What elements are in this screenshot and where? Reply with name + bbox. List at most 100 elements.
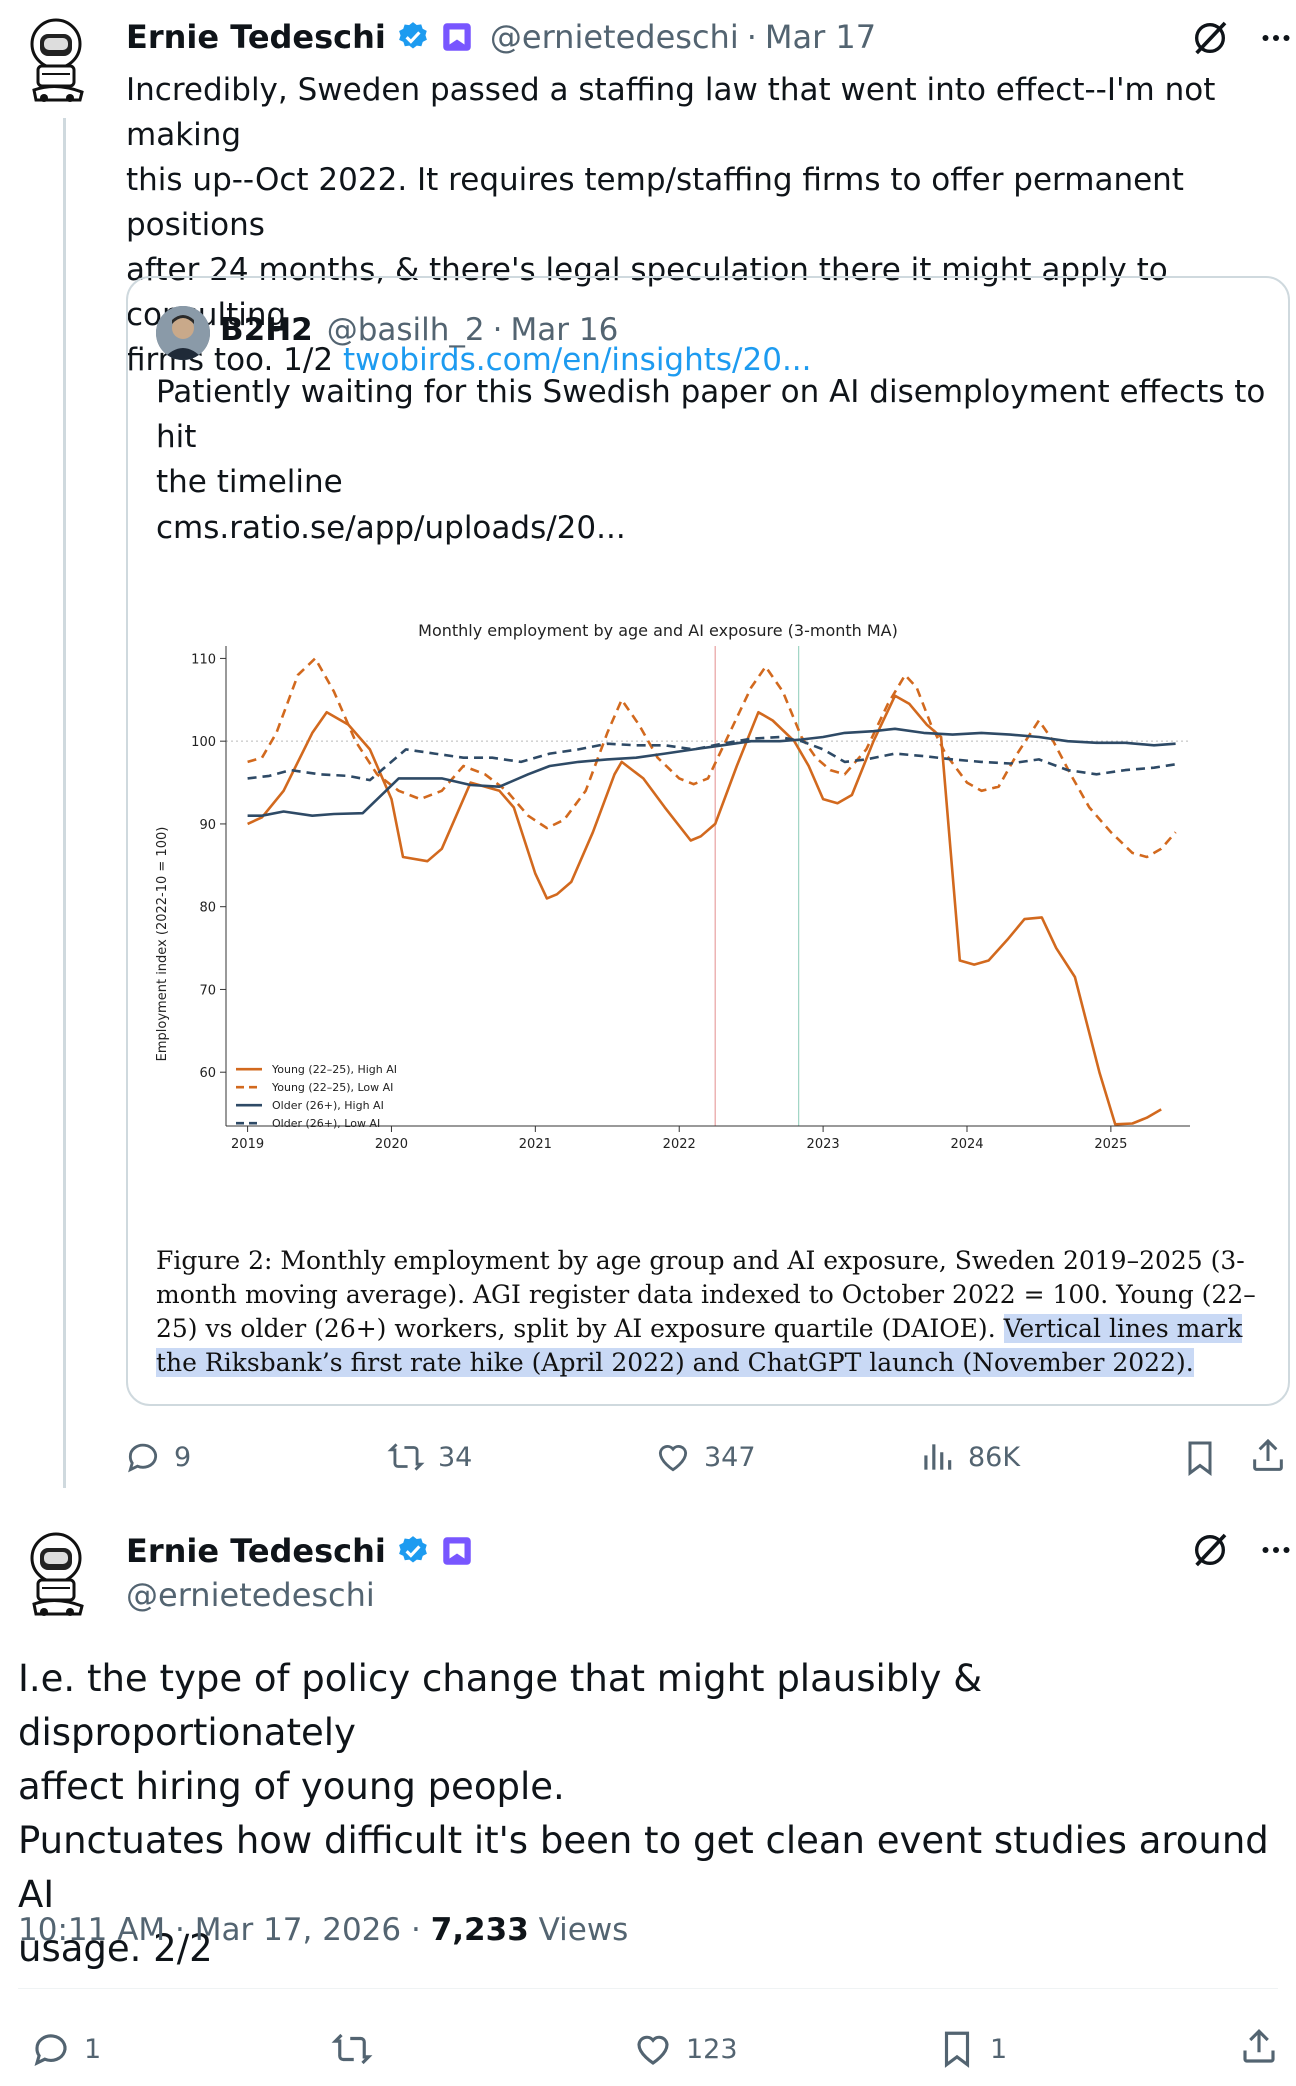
tweet-date[interactable]: Mar 17 — [764, 18, 877, 56]
legend-label: Young (22–25), High AI — [271, 1063, 397, 1076]
quote-line: Patiently waiting for this Swedish paper… — [156, 374, 1266, 455]
subscriber-icon — [443, 1537, 471, 1565]
tweet2-line: affect hiring of young people. — [18, 1765, 565, 1808]
verified-icon — [399, 22, 427, 49]
post-time[interactable]: 10:11 AM — [18, 1912, 166, 1948]
like-icon — [658, 1445, 688, 1472]
y-tick-label: 80 — [199, 901, 216, 916]
grok-icon[interactable] — [1190, 18, 1230, 58]
separator-dot: · — [746, 18, 757, 56]
x-tick-label: 2020 — [375, 1137, 408, 1152]
tweet2-header: Ernie Tedeschi — [126, 1532, 472, 1570]
x-tick-label: 2021 — [519, 1137, 552, 1152]
quoted-tweet-card[interactable]: B2H2 @basilh_2 · Mar 16 Patiently waitin… — [126, 276, 1290, 1406]
like-icon — [637, 2035, 669, 2065]
author-handle[interactable]: @ernietedeschi — [489, 18, 739, 56]
like-button[interactable]: 347 — [654, 1438, 756, 1476]
share-icon[interactable] — [1238, 2026, 1280, 2068]
avatar[interactable] — [24, 14, 90, 104]
post-date[interactable]: Mar 17, 2026 — [194, 1912, 402, 1948]
subscriber-icon — [443, 23, 471, 51]
quote-author-handle: @basilh_2 — [326, 312, 485, 348]
repost-count: 34 — [438, 1441, 473, 1473]
legend-label: Young (22–25), Low AI — [271, 1081, 393, 1094]
divider — [18, 1988, 1278, 1989]
tweet2-top-icons — [1190, 1530, 1294, 1570]
thread-line — [63, 118, 66, 1488]
reply-count: 9 — [174, 1441, 192, 1473]
y-tick-label: 100 — [191, 735, 216, 750]
y-tick-label: 90 — [199, 818, 216, 833]
like-count: 347 — [704, 1441, 756, 1473]
author-name[interactable]: Ernie Tedeschi — [126, 1532, 386, 1570]
quote-author-name: B2H2 — [220, 312, 313, 348]
reply-button[interactable]: 1 — [30, 2028, 101, 2070]
grok-icon[interactable] — [1190, 1530, 1230, 1570]
tweet2-text: I.e. the type of policy change that migh… — [18, 1652, 1278, 1976]
bookmark-icon[interactable] — [1180, 1438, 1220, 1478]
repost-button[interactable]: 34 — [386, 1438, 472, 1476]
share-icon[interactable] — [1248, 1436, 1288, 1476]
x-tick-label: 2022 — [663, 1137, 696, 1152]
like-count: 123 — [686, 2033, 738, 2065]
separator-dot: · — [410, 1912, 431, 1948]
reply-icon — [128, 1443, 158, 1473]
tweet2-line: I.e. the type of policy change that migh… — [18, 1657, 983, 1754]
y-tick-label: 110 — [191, 652, 216, 667]
views-icon — [924, 1444, 952, 1470]
quote-line: the timeline — [156, 464, 343, 500]
y-tick-label: 70 — [199, 983, 216, 998]
separator-dot: · — [175, 1912, 195, 1948]
quote-avatar — [156, 306, 210, 360]
x-tick-label: 2019 — [231, 1137, 264, 1152]
author-name[interactable]: Ernie Tedeschi — [126, 18, 386, 56]
tweet1-line: this up--Oct 2022. It requires temp/staf… — [126, 162, 1184, 243]
reply-icon — [34, 2034, 67, 2066]
quote-header: B2H2 @basilh_2 · Mar 16 — [220, 312, 618, 348]
chart-ylabel: Employment index (2022-10 = 100) — [155, 827, 170, 1062]
quote-url: cms.ratio.se/app/uploads/20... — [156, 510, 626, 546]
tweet1-text: Incredibly, Sweden passed a staffing law… — [126, 68, 1286, 383]
y-tick-label: 60 — [199, 1066, 216, 1081]
tweet1-line: firms too. 1/2 twobirds.com/en/insights/… — [126, 342, 812, 378]
views-button[interactable]: 86K — [918, 1438, 1020, 1476]
bookmark-count: 1 — [990, 2033, 1008, 2065]
tweet1-line: Incredibly, Sweden passed a staffing law… — [126, 72, 1216, 153]
quote-text: Patiently waiting for this Swedish paper… — [156, 370, 1288, 505]
x-tick-label: 2025 — [1094, 1137, 1127, 1152]
tweet2-line: Punctuates how difficult it's been to ge… — [18, 1819, 1269, 1916]
quote-date: Mar 16 — [510, 312, 619, 348]
repost-icon[interactable] — [330, 2028, 374, 2070]
tweet1-top-icons — [1190, 18, 1294, 58]
line-chart: Monthly employment by age and AI exposur… — [155, 621, 1190, 1152]
like-button[interactable]: 123 — [632, 2028, 738, 2070]
verified-icon — [399, 1536, 427, 1563]
views-count: 7,233 — [430, 1912, 529, 1948]
tweet2-meta: 10:11 AM · Mar 17, 2026 · 7,233 Views — [18, 1912, 628, 1948]
figure-caption: Figure 2: Monthly employment by age grou… — [156, 1244, 1276, 1380]
bookmark-icon — [944, 2031, 970, 2068]
chart-image: Monthly employment by age and AI exposur… — [148, 606, 1268, 1166]
legend-label: Older (26+), High AI — [272, 1099, 384, 1112]
more-icon[interactable] — [1258, 1530, 1294, 1570]
x-tick-label: 2024 — [950, 1137, 983, 1152]
repost-icon — [387, 1443, 425, 1471]
caption-text: Figure 2: Monthly employment by age grou… — [156, 1246, 1256, 1343]
reply-count: 1 — [84, 2033, 102, 2065]
tweet2-line: usage. 2/2 — [18, 1927, 213, 1970]
author-handle[interactable]: @ernietedeschi — [126, 1576, 375, 1614]
avatar[interactable] — [24, 1528, 90, 1618]
views-label: Views — [528, 1912, 629, 1948]
series-line — [247, 735, 1176, 782]
series-line — [247, 694, 1162, 1126]
x-tick-label: 2023 — [807, 1137, 840, 1152]
series-line — [247, 727, 1176, 817]
views-count: 86K — [968, 1441, 1021, 1473]
tweet1-link[interactable]: twobirds.com/en/insights/20... — [342, 342, 812, 378]
separator-dot: · — [492, 312, 503, 348]
reply-button[interactable]: 9 — [124, 1438, 191, 1476]
bookmark-button[interactable]: 1 — [936, 2028, 1007, 2070]
more-icon[interactable] — [1258, 18, 1294, 58]
legend-label: Older (26+), Low AI — [272, 1117, 380, 1130]
tweet1-header: Ernie Tedeschi @ernietedeschi · Mar 17 — [126, 18, 876, 56]
